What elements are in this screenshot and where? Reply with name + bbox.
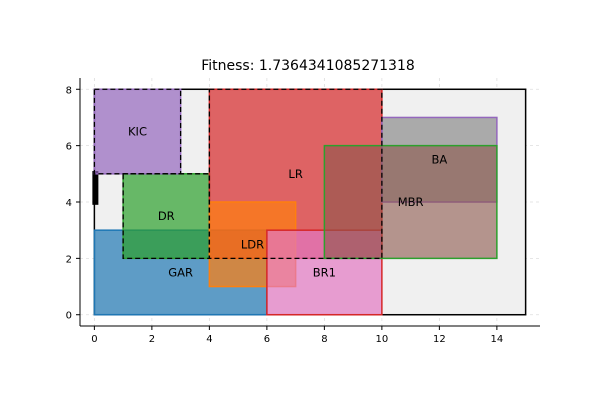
rooms-layer — [93, 88, 498, 316]
x-tick-label: 6 — [264, 334, 270, 345]
room-label-ba: BA — [431, 153, 447, 167]
y-tick-label: 2 — [66, 254, 72, 265]
y-tick-label: 8 — [66, 85, 72, 96]
room-label-br1: BR1 — [313, 265, 336, 279]
y-tick-label: 0 — [66, 311, 72, 322]
zones-layer — [93, 88, 383, 260]
zone-outline — [93, 88, 182, 175]
x-tick-label: 14 — [491, 334, 504, 345]
x-tick-label: 2 — [149, 334, 155, 345]
y-tick-label: 6 — [66, 142, 72, 153]
entrance-marker — [92, 171, 99, 205]
room-mbr — [323, 144, 498, 260]
room-label-kic: KIC — [128, 125, 147, 139]
room-labels-layer: GAR DR KIC LR LDR BR1 BA MBR — [128, 125, 447, 280]
x-tick-label: 8 — [321, 334, 327, 345]
room-label-dr: DR — [158, 209, 175, 223]
room-label-mbr: MBR — [398, 195, 424, 209]
y-tick-label: 4 — [66, 198, 72, 209]
chart-title: Fitness: 1.7364341085271318 — [201, 58, 415, 74]
zone-outline — [208, 88, 383, 260]
room-label-gar: GAR — [168, 265, 193, 279]
x-tick-label: 4 — [206, 334, 212, 345]
room-label-lr: LR — [288, 167, 302, 181]
x-tick-label: 12 — [433, 334, 446, 345]
room-label-ldr: LDR — [241, 237, 264, 251]
x-tick-label: 0 — [91, 334, 97, 345]
axes-layer: 0 2 4 6 8 10 12 14 0 2 4 6 8 — [66, 78, 540, 345]
x-tick-label: 10 — [376, 334, 389, 345]
